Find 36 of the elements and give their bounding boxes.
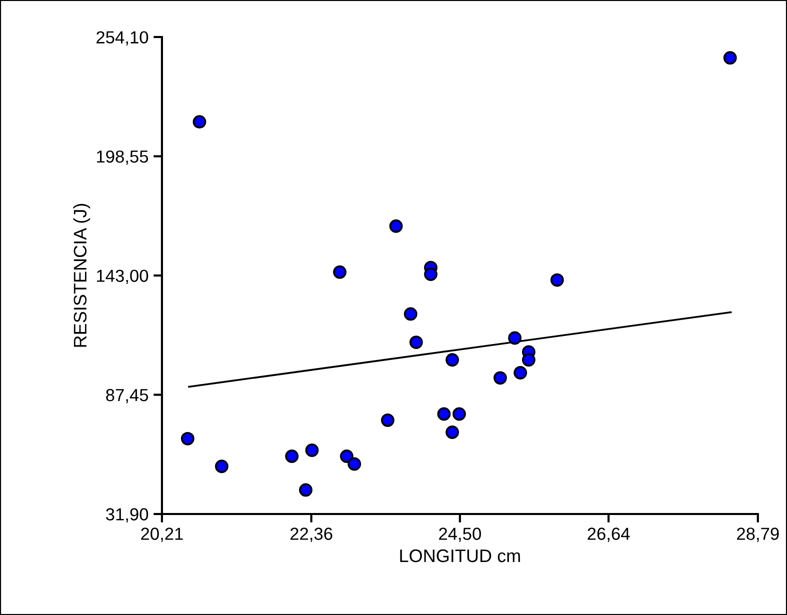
y-tick-label: 31,90 (106, 508, 148, 523)
y-axis-title: RESISTENCIA (J) (73, 204, 90, 347)
point (192, 115, 206, 129)
point (299, 483, 312, 497)
point (214, 460, 228, 474)
y-tick-label: 198,55 (97, 150, 148, 165)
point (522, 353, 536, 367)
point (305, 444, 319, 457)
point (446, 426, 459, 439)
point (508, 331, 522, 345)
point (389, 219, 403, 233)
point (409, 336, 423, 349)
point (333, 265, 346, 279)
y-tick-label: 143,00 (97, 270, 148, 284)
point (180, 432, 194, 446)
point (723, 51, 737, 65)
x-tick-label: 28,79 (737, 528, 779, 542)
x-tick-label: 26,64 (588, 528, 630, 542)
point (348, 457, 362, 471)
point (340, 450, 354, 463)
point (380, 413, 394, 427)
point (437, 407, 451, 421)
point (404, 307, 418, 321)
point (452, 407, 466, 421)
point (424, 268, 438, 281)
x-tick-label: 20,21 (141, 528, 183, 542)
x-tick-label: 24,50 (439, 528, 481, 542)
x-tick-label: 22,36 (290, 528, 332, 542)
point (285, 450, 299, 463)
y-tick-label: 254,10 (96, 31, 148, 46)
y-tick-label: 87,45 (106, 388, 148, 404)
x-axis-title: LONGITUD cm (400, 549, 520, 562)
point (446, 353, 459, 367)
point (550, 273, 564, 287)
point (514, 366, 528, 380)
point (493, 371, 507, 385)
